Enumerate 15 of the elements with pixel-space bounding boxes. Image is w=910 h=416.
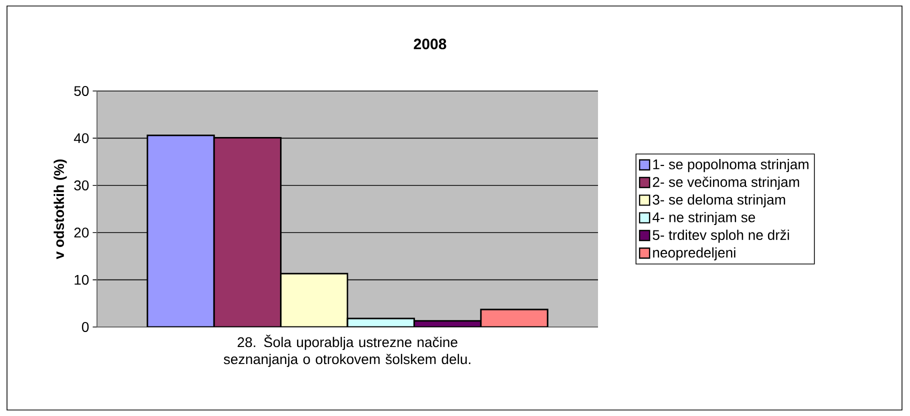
y-tick-label: 50 — [74, 86, 89, 96]
legend-label: neopredeljeni — [653, 247, 736, 260]
legend-label: 5- trditev sploh ne drži — [652, 230, 789, 243]
y-tick-label: 20 — [74, 228, 89, 238]
legend-label: 1- se popolnoma strinjam — [653, 159, 808, 172]
y-axis-title: v odstotkih (%) — [54, 160, 67, 260]
legend-label: 3- se deloma strinjam — [652, 194, 786, 208]
y-tick-label: 40 — [74, 133, 89, 144]
legend-label: 4- ne strinjam se — [652, 212, 756, 226]
y-tick-label: 0 — [82, 322, 89, 332]
x-tick-label: 28. Šola uporablja ustrezne načine seznanjanja o otrokovem šolskem delu. — [224, 334, 470, 367]
legend-label: 2- se večinoma strinjam — [652, 176, 800, 190]
chart-title: 2008 — [414, 38, 446, 50]
y-tick-label: 30 — [74, 180, 89, 190]
y-tick-label: 10 — [74, 274, 89, 285]
